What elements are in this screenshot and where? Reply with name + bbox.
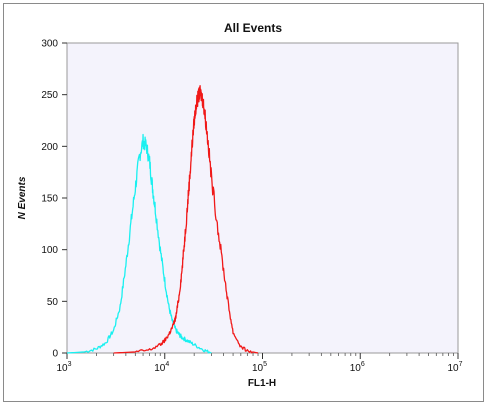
x-tick-base: 10 [447, 363, 459, 374]
y-tick-label: 300 [41, 39, 58, 50]
x-tick-exponent: 5 [263, 361, 267, 368]
y-tick-label: 100 [41, 245, 58, 256]
x-tick-label: 103 [56, 361, 71, 374]
x-axis-label: FL1-H [248, 378, 276, 389]
chart-title: All Events [224, 21, 282, 35]
x-tick-label: 104 [154, 361, 169, 374]
y-tick-label: 50 [47, 297, 59, 308]
x-tick-base: 10 [252, 363, 264, 374]
series-layer [66, 85, 259, 354]
x-tick-base: 10 [154, 363, 166, 374]
x-axis: 103 104 105 106 107 [56, 353, 463, 374]
x-tick-exponent: 4 [165, 361, 169, 368]
y-tick-label: 200 [41, 142, 58, 153]
y-tick-label: 150 [41, 194, 58, 205]
plot-area [66, 42, 459, 354]
y-axis: 0 50 100 150 200 250 300 [41, 39, 67, 360]
x-tick-label: 105 [252, 361, 267, 374]
series-line-1 [66, 133, 212, 354]
y-tick-label: 0 [52, 349, 58, 360]
x-tick-label: 107 [447, 361, 462, 374]
x-tick-base: 10 [56, 363, 68, 374]
y-axis-label: N Events [17, 176, 28, 219]
series-line-2 [113, 85, 259, 354]
x-tick-exponent: 6 [361, 361, 365, 368]
x-tick-base: 10 [350, 363, 362, 374]
x-tick-label: 106 [350, 361, 365, 374]
y-tick-label: 250 [41, 90, 58, 101]
x-tick-exponent: 3 [68, 361, 72, 368]
x-tick-exponent: 7 [459, 361, 463, 368]
